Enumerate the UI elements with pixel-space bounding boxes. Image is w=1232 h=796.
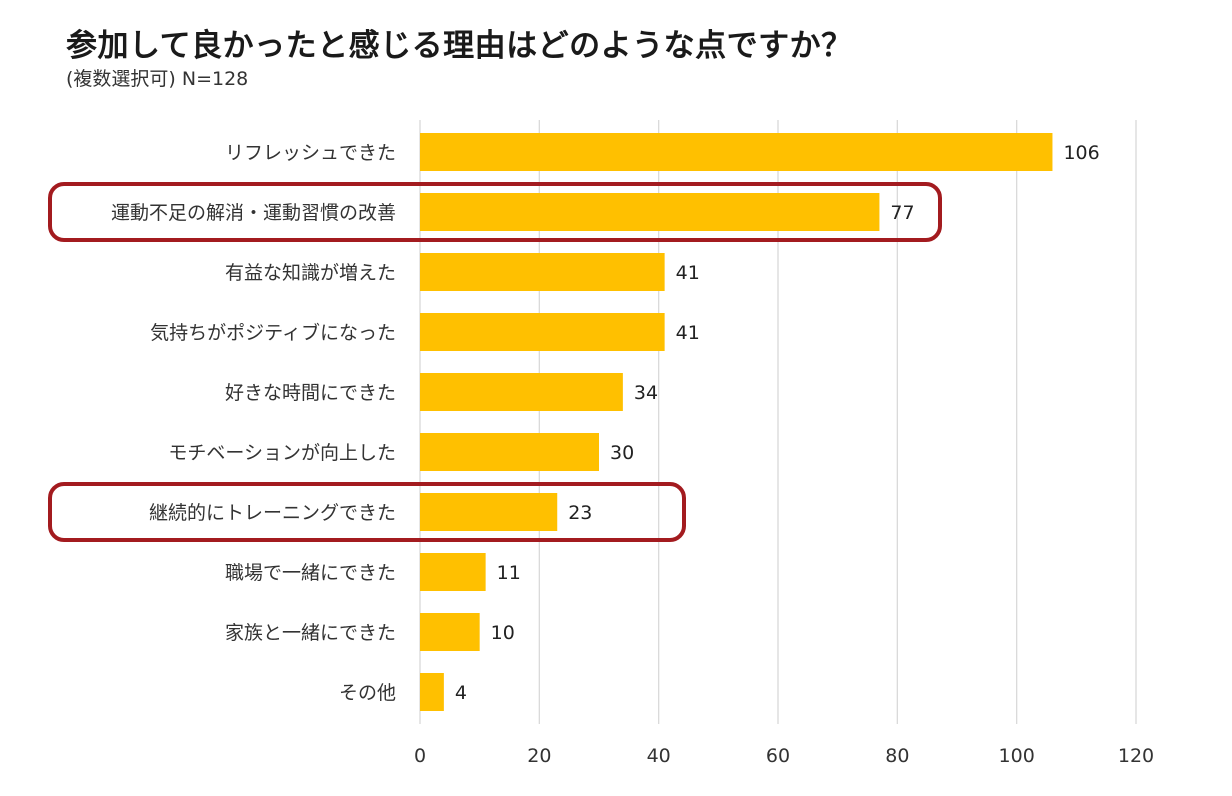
category-label: モチベーションが向上した	[168, 442, 396, 464]
category-label: 継続的にトレーニングできた	[149, 502, 396, 524]
bar	[420, 673, 444, 711]
bar	[420, 493, 558, 531]
highlight-boxes	[48, 182, 942, 542]
value-label: 23	[568, 502, 592, 524]
value-label: 41	[676, 262, 700, 284]
bar	[420, 553, 486, 591]
x-tick-label: 80	[885, 745, 909, 767]
category-label: 運動不足の解消・運動習慣の改善	[111, 202, 396, 224]
x-tick-label: 100	[999, 745, 1035, 767]
category-label: リフレッシュできた	[225, 142, 396, 164]
bars	[420, 133, 1053, 711]
bar	[420, 373, 623, 411]
category-label: 家族と一緒にできた	[225, 622, 396, 644]
value-label: 106	[1063, 142, 1099, 164]
category-label: その他	[339, 682, 396, 704]
value-label: 10	[491, 622, 515, 644]
category-labels: リフレッシュできた運動不足の解消・運動習慣の改善有益な知識が増えた気持ちがポジテ…	[111, 142, 396, 704]
value-label: 34	[634, 382, 658, 404]
bar	[420, 133, 1053, 171]
value-label: 11	[497, 562, 521, 584]
x-tick-label: 60	[766, 745, 790, 767]
category-label: 好きな時間にできた	[225, 382, 396, 404]
x-tick-label: 0	[414, 745, 426, 767]
value-labels: 106 77 41 41 34 30 23 11 10 4	[455, 142, 1100, 704]
bar	[420, 613, 480, 651]
value-label: 4	[455, 682, 467, 704]
bar	[420, 253, 665, 291]
x-tick-label: 120	[1118, 745, 1154, 767]
highlight-box	[48, 182, 942, 242]
x-tick-label: 40	[647, 745, 671, 767]
chart-subtitle: (複数選択可) N=128	[66, 68, 249, 90]
bar	[420, 313, 665, 351]
category-label: 有益な知識が増えた	[225, 262, 396, 284]
x-tick-label: 20	[527, 745, 551, 767]
value-label: 77	[890, 202, 914, 224]
bar	[420, 193, 880, 231]
bar	[420, 433, 599, 471]
highlight-box	[48, 482, 686, 542]
value-label: 30	[610, 442, 634, 464]
chart-title: 参加して良かったと感じる理由はどのような点ですか？	[66, 28, 853, 64]
category-label: 職場で一緒にできた	[225, 562, 396, 584]
value-label: 41	[676, 322, 700, 344]
category-label: 気持ちがポジティブになった	[150, 321, 396, 344]
x-axis-tick-labels: 0 20 40 60 80 100 120	[414, 745, 1154, 767]
